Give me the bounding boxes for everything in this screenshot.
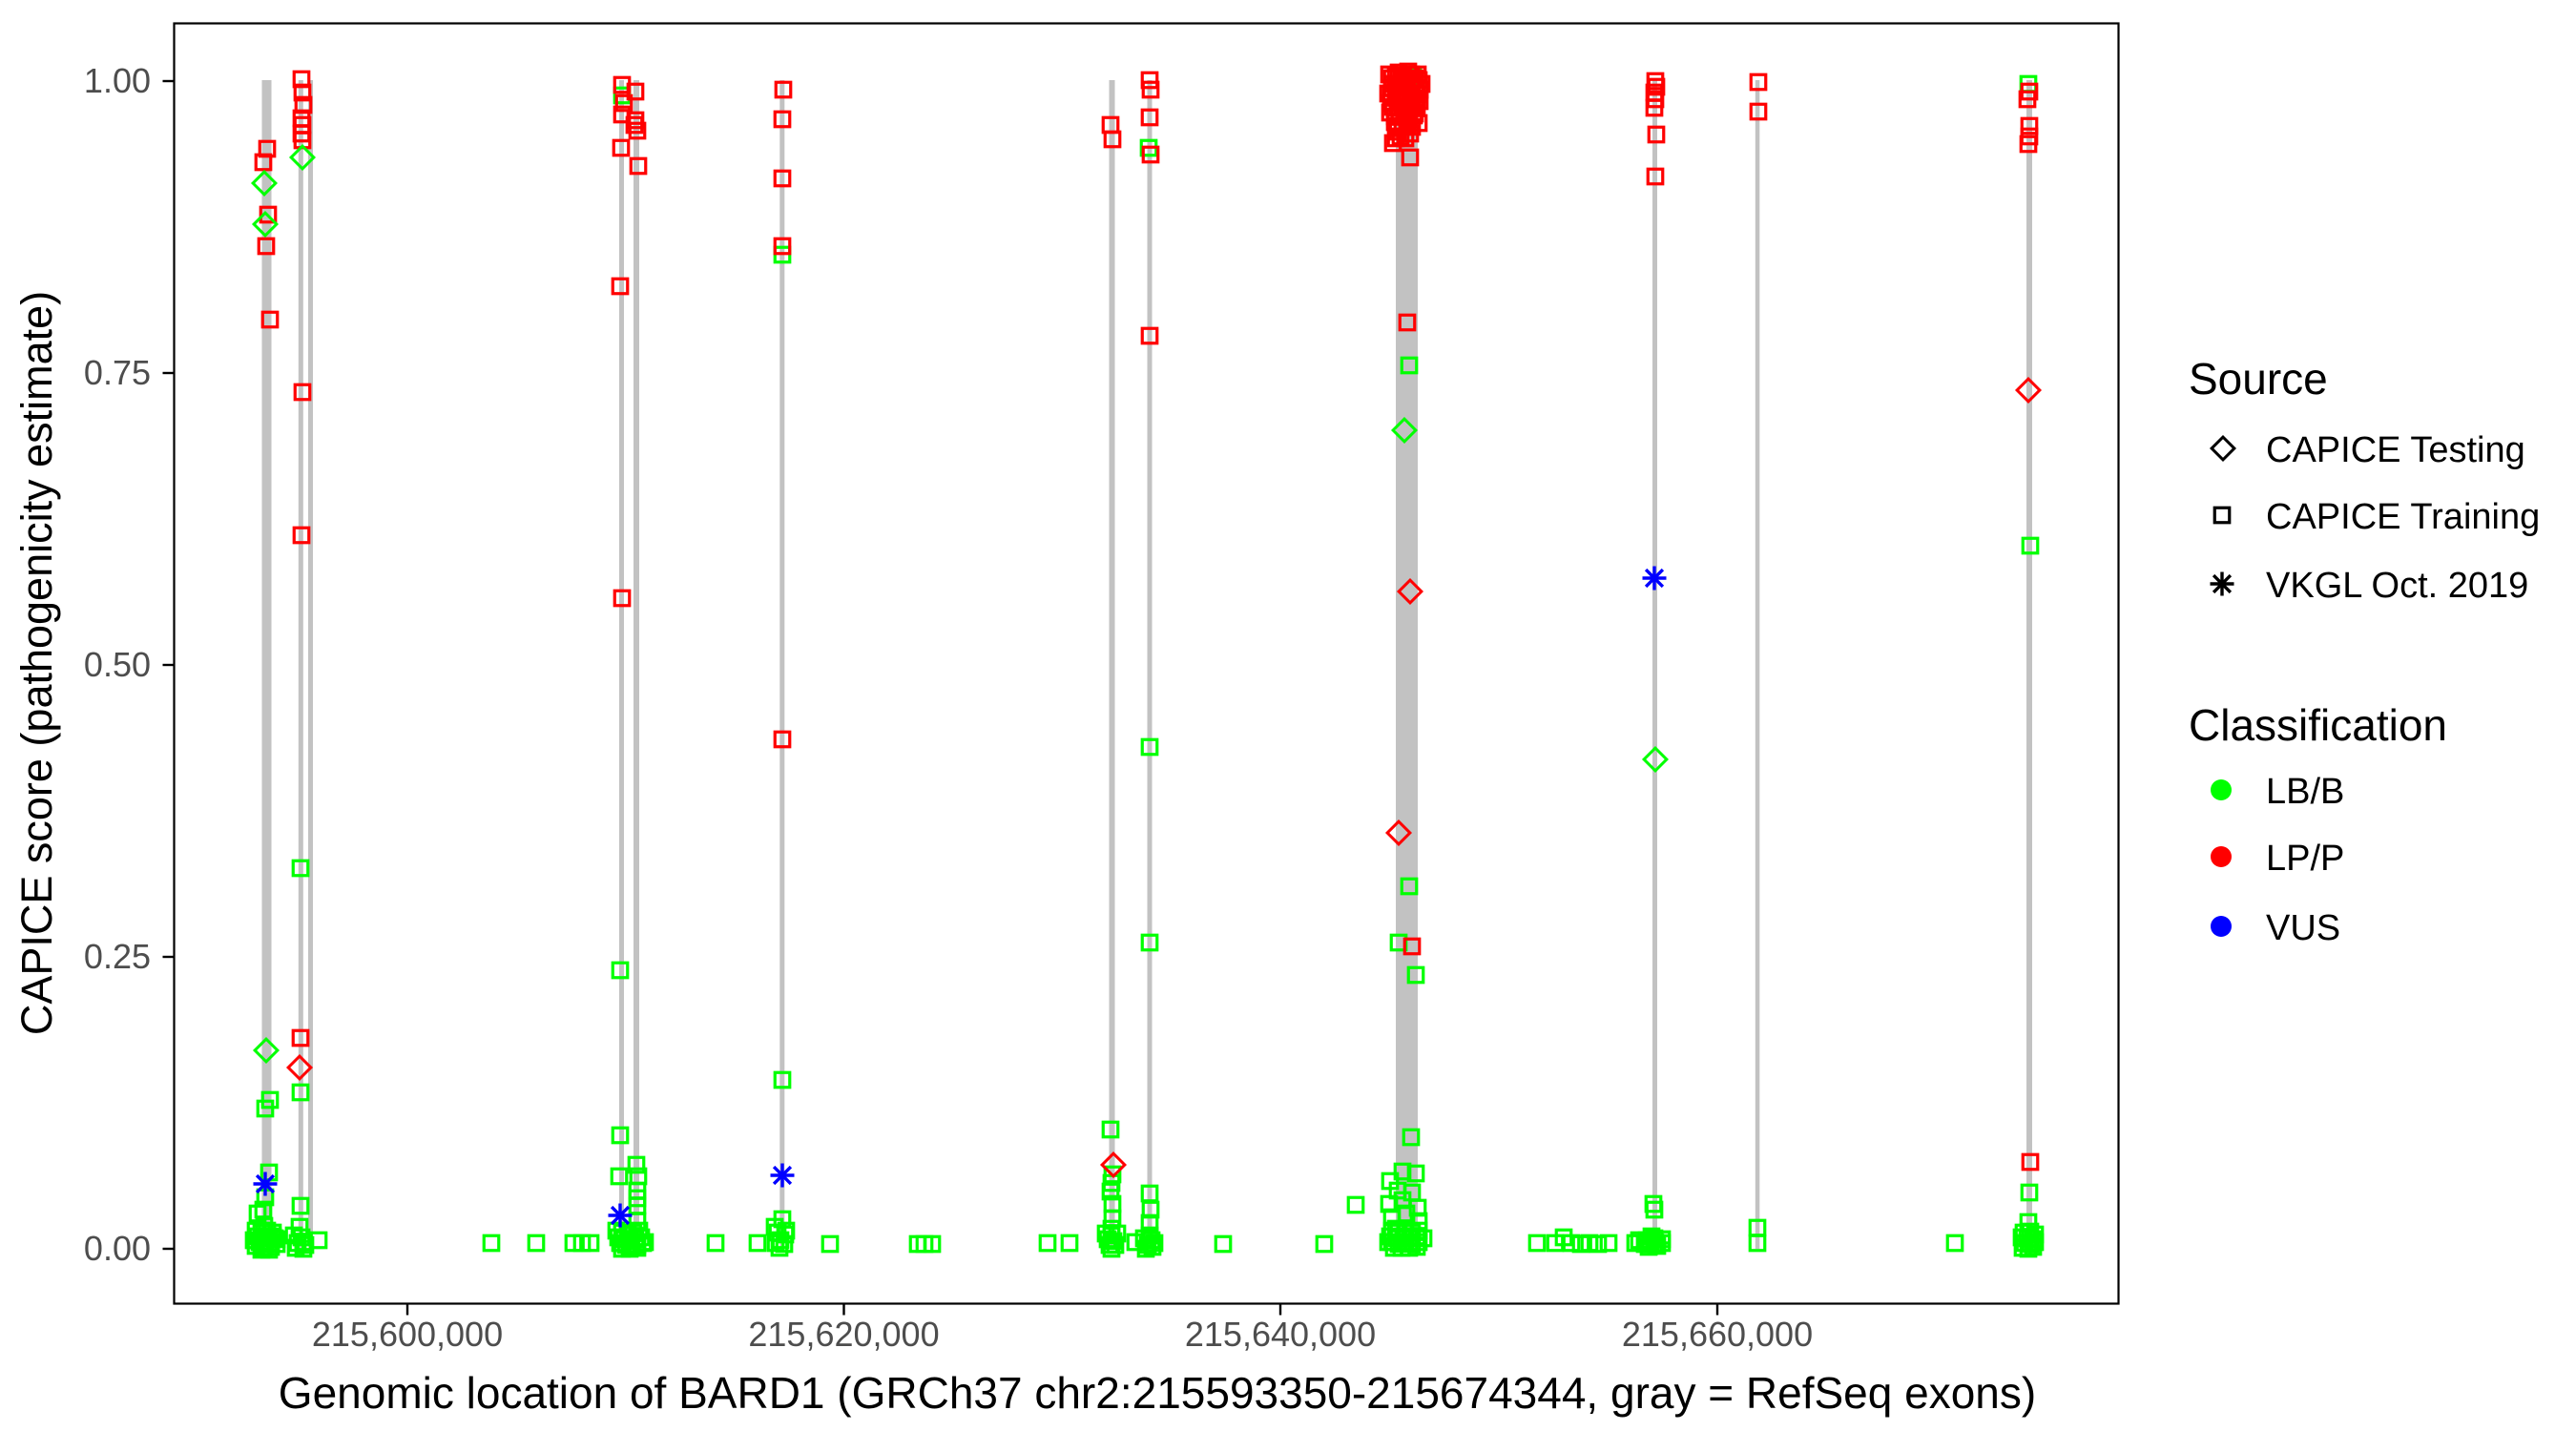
svg-text:215,600,000: 215,600,000: [312, 1315, 503, 1354]
svg-text:0.75: 0.75: [84, 353, 151, 392]
svg-text:215,660,000: 215,660,000: [1622, 1315, 1813, 1354]
svg-text:VUS: VUS: [2266, 908, 2340, 948]
svg-text:Source: Source: [2189, 354, 2328, 404]
svg-text:LB/B: LB/B: [2266, 772, 2344, 812]
svg-text:0.50: 0.50: [84, 645, 151, 684]
svg-text:VKGL Oct. 2019: VKGL Oct. 2019: [2266, 566, 2528, 606]
svg-text:0.25: 0.25: [84, 937, 151, 976]
svg-text:LP/P: LP/P: [2266, 839, 2344, 879]
svg-text:CAPICE Testing: CAPICE Testing: [2266, 430, 2525, 470]
svg-text:215,640,000: 215,640,000: [1185, 1315, 1376, 1354]
svg-text:CAPICE Training: CAPICE Training: [2266, 497, 2540, 537]
svg-text:Genomic location of BARD1 (GRC: Genomic location of BARD1 (GRCh37 chr2:2…: [279, 1368, 2036, 1418]
svg-text:215,620,000: 215,620,000: [748, 1315, 939, 1354]
svg-text:CAPICE score (pathogenicity es: CAPICE score (pathogenicity estimate): [12, 291, 61, 1035]
svg-text:Classification: Classification: [2189, 700, 2447, 750]
svg-text:1.00: 1.00: [84, 61, 151, 100]
svg-text:0.00: 0.00: [84, 1229, 151, 1268]
